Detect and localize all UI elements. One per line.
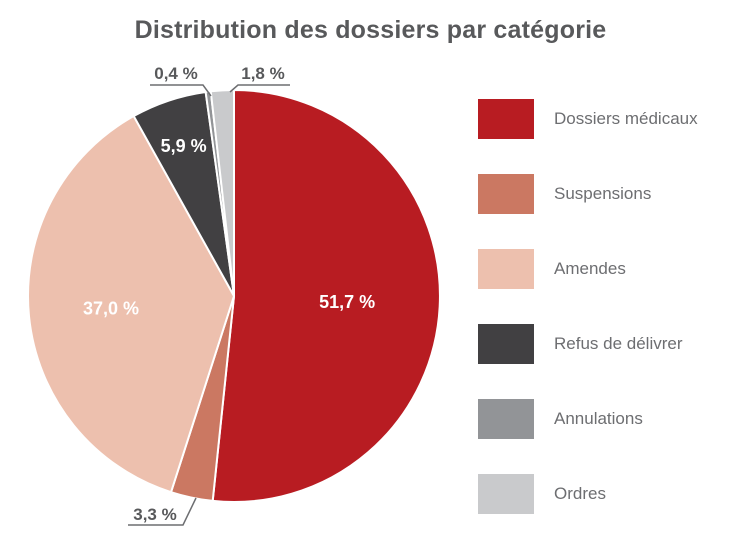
legend-item: Amendes [478, 249, 698, 289]
legend-item: Suspensions [478, 174, 698, 214]
legend-label: Amendes [554, 259, 626, 278]
leader-line [128, 497, 197, 526]
legend-swatch [478, 474, 534, 514]
legend-label: Suspensions [554, 184, 652, 203]
leader-line [150, 84, 212, 97]
pie-value-label: 1,8 % [241, 64, 284, 83]
legend-label: Dossiers médicaux [554, 109, 698, 128]
pie-chart: 51,7 % 3,3 % 37,0 % 5,9 % 0,4 % 1,8 % [27, 64, 441, 526]
legend-item: Refus de délivrer [478, 324, 698, 364]
legend-swatch [478, 174, 534, 214]
pie-value-label: 37,0 % [83, 299, 139, 319]
legend-item: Annulations [478, 399, 698, 439]
legend-swatch [478, 399, 534, 439]
legend-swatch [478, 99, 534, 139]
pie-value-label: 51,7 % [319, 292, 375, 312]
pie-slice [27, 114, 236, 494]
pie-value-label: 5,9 % [161, 136, 207, 156]
legend-swatch [478, 324, 534, 364]
legend: Dossiers médicaux Suspensions Amendes Refus… [478, 99, 698, 549]
legend-label: Ordres [554, 484, 606, 503]
legend-item: Dossiers médicaux [478, 99, 698, 139]
leader-line [229, 84, 290, 93]
pie-slice [211, 88, 441, 503]
legend-item: Ordres [478, 474, 698, 514]
pie-value-label: 0,4 % [154, 64, 197, 83]
legend-label: Annulations [554, 409, 643, 428]
legend-label: Refus de délivrer [554, 334, 683, 353]
legend-swatch [478, 249, 534, 289]
chart-title: Distribution des dossiers par catégorie [134, 16, 607, 44]
pie-value-label: 3,3 % [133, 505, 176, 524]
pie-slice [209, 88, 235, 297]
